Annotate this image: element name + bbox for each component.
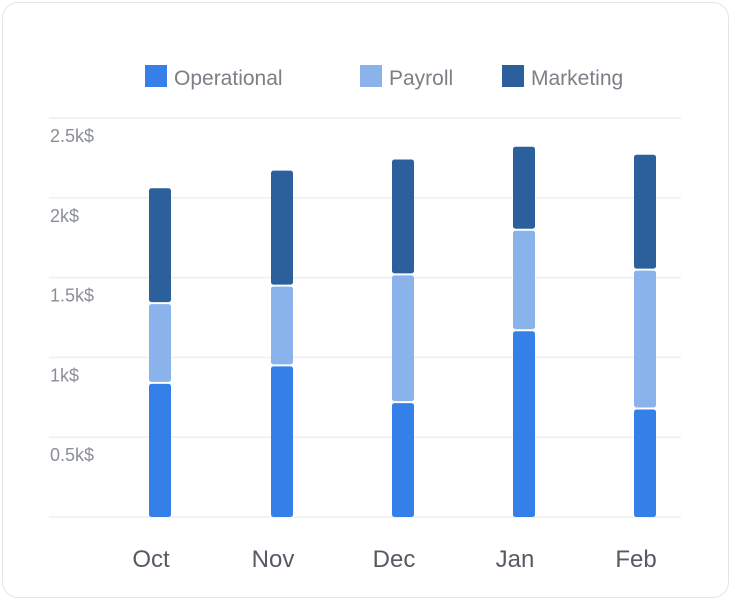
bar-payroll-jan bbox=[513, 230, 535, 330]
bar-payroll-oct bbox=[149, 304, 171, 382]
x-tick-label: Oct bbox=[132, 546, 170, 573]
bar-operational-nov bbox=[271, 366, 293, 517]
bar-operational-dec bbox=[392, 403, 414, 517]
bar-operational-oct bbox=[149, 383, 171, 517]
x-tick-label: Nov bbox=[252, 546, 295, 573]
y-tick-label: 1.5k$ bbox=[50, 286, 94, 306]
bar-marketing-oct bbox=[149, 188, 171, 303]
legend: Operational Payroll Marketing bbox=[145, 65, 623, 90]
bar-marketing-nov bbox=[271, 170, 293, 285]
bar-marketing-feb bbox=[634, 154, 656, 269]
legend-label-operational: Operational bbox=[174, 67, 283, 90]
legend-label-payroll: Payroll bbox=[389, 67, 453, 90]
bar-payroll-feb bbox=[634, 270, 656, 408]
legend-swatch-marketing bbox=[502, 65, 524, 87]
bar-marketing-jan bbox=[513, 146, 535, 229]
bar-operational-feb bbox=[634, 409, 656, 517]
legend-label-marketing: Marketing bbox=[531, 67, 623, 90]
legend-swatch-operational bbox=[145, 65, 167, 87]
y-tick-label: 0.5k$ bbox=[50, 445, 94, 465]
x-axis-ticks: Oct Nov Dec Jan Feb bbox=[132, 546, 656, 573]
chart-card: 0.5k$ 1k$ 1.5k$ 2k$ 2.5k$ Oct Nov Dec Jan Feb Op… bbox=[2, 2, 729, 598]
legend-swatch-payroll bbox=[360, 65, 382, 87]
grid-lines bbox=[49, 117, 681, 518]
x-tick-label: Jan bbox=[496, 546, 535, 573]
bars bbox=[149, 146, 656, 517]
bar-payroll-nov bbox=[271, 286, 293, 365]
y-tick-label: 1k$ bbox=[50, 365, 79, 385]
bar-operational-jan bbox=[513, 331, 535, 517]
stacked-bar-chart: 0.5k$ 1k$ 1.5k$ 2k$ 2.5k$ Oct Nov Dec Jan Feb Op… bbox=[49, 65, 681, 573]
bar-marketing-dec bbox=[392, 159, 414, 274]
x-tick-label: Feb bbox=[615, 546, 656, 573]
y-tick-label: 2.5k$ bbox=[50, 126, 94, 146]
y-tick-label: 2k$ bbox=[50, 206, 79, 226]
y-axis-ticks: 0.5k$ 1k$ 1.5k$ 2k$ 2.5k$ bbox=[50, 126, 94, 465]
x-tick-label: Dec bbox=[373, 546, 416, 573]
bar-payroll-dec bbox=[392, 275, 414, 402]
